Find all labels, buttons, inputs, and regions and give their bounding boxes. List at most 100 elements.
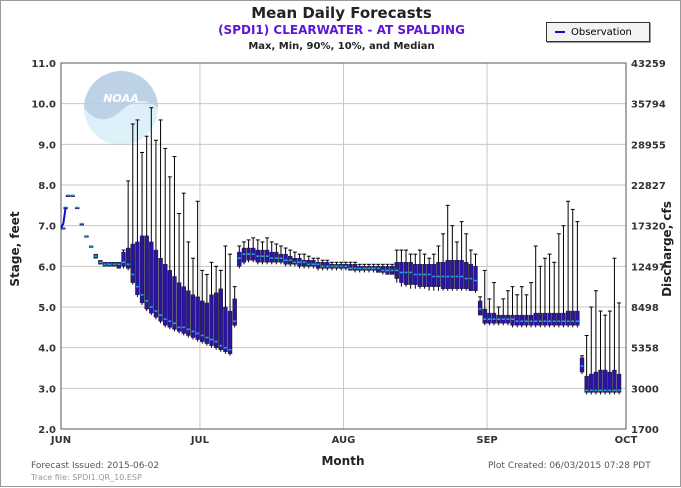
plot-area bbox=[60, 62, 627, 430]
box-p10-p90 bbox=[116, 262, 122, 269]
y-tick-label-right: 28955 bbox=[631, 140, 666, 151]
box-p10-p90 bbox=[130, 243, 135, 283]
forecast-day bbox=[561, 225, 566, 328]
box-p10-p90 bbox=[436, 262, 441, 287]
forecast-day bbox=[343, 261, 348, 271]
x-axis-label: Month bbox=[321, 454, 364, 468]
forecast-day bbox=[487, 298, 492, 326]
forecast-day bbox=[602, 314, 608, 395]
forecast-day bbox=[98, 260, 103, 265]
box-p10-p90 bbox=[477, 300, 483, 316]
y-axis-label-right: Discharge, cfs bbox=[660, 201, 674, 297]
forecast-day bbox=[408, 253, 413, 289]
forecast-day bbox=[501, 298, 506, 326]
forecast-day bbox=[528, 282, 534, 328]
y-tick-label-left: 4.0 bbox=[38, 344, 56, 355]
forecast-day bbox=[218, 269, 223, 352]
box-p10-p90 bbox=[514, 314, 520, 326]
forecast-day bbox=[445, 204, 450, 291]
box-p10-p90 bbox=[468, 264, 474, 291]
forecast-day bbox=[376, 263, 381, 273]
x-tick-label: JUN bbox=[50, 435, 71, 446]
forecast-day bbox=[575, 221, 580, 328]
box-p10-p90 bbox=[538, 312, 543, 326]
forecast-day bbox=[464, 233, 469, 291]
forecast-day bbox=[153, 139, 159, 320]
box-p10-p90 bbox=[167, 270, 173, 328]
box-p10-p90 bbox=[612, 369, 617, 393]
forecast-day bbox=[612, 257, 617, 395]
box-p10-p90 bbox=[607, 371, 612, 393]
forecast-day bbox=[510, 286, 515, 328]
forecast-day bbox=[607, 310, 612, 395]
forecast-day bbox=[496, 306, 501, 326]
forecast-day bbox=[570, 208, 575, 328]
forecast-day bbox=[320, 259, 325, 271]
box-p10-p90 bbox=[376, 266, 381, 273]
box-p10-p90 bbox=[440, 262, 446, 289]
forecast-day bbox=[79, 222, 85, 226]
box-p10-p90 bbox=[172, 276, 177, 330]
box-p10-p90 bbox=[125, 247, 131, 269]
box-p10-p90 bbox=[547, 312, 552, 326]
forecast-day bbox=[399, 249, 404, 287]
forecast-day bbox=[329, 261, 335, 271]
box-p10-p90 bbox=[542, 312, 548, 326]
box-p10-p90 bbox=[149, 241, 154, 314]
y-axis-label-left: Stage, feet bbox=[8, 211, 22, 286]
box-p10-p90 bbox=[292, 258, 298, 265]
box-p10-p90 bbox=[565, 310, 571, 326]
box-p10-p90 bbox=[213, 292, 219, 348]
forecast-day bbox=[102, 262, 108, 267]
box-p10-p90 bbox=[227, 310, 233, 354]
box-p10-p90 bbox=[403, 262, 409, 285]
forecast-day bbox=[144, 135, 149, 312]
forecast-day bbox=[121, 249, 126, 269]
box-p10-p90 bbox=[575, 310, 580, 326]
box-p10-p90 bbox=[380, 266, 386, 273]
forecast-day bbox=[315, 257, 321, 271]
forecast-day bbox=[436, 245, 441, 291]
box-p10-p90 bbox=[431, 264, 436, 287]
forecast-day bbox=[213, 265, 219, 350]
forecast-day bbox=[468, 249, 474, 291]
box-p10-p90 bbox=[204, 302, 210, 344]
legend-observation-label: Observation bbox=[571, 26, 632, 38]
x-tick-label: OCT bbox=[615, 435, 638, 446]
forecast-day bbox=[491, 282, 497, 326]
box-p10-p90 bbox=[311, 260, 316, 267]
forecast-day bbox=[427, 257, 432, 291]
box-p10-p90 bbox=[144, 235, 149, 310]
forecast-day bbox=[232, 286, 237, 328]
x-tick-label: SEP bbox=[476, 435, 497, 446]
forecast-day bbox=[297, 253, 302, 269]
box-p10-p90 bbox=[135, 241, 140, 295]
box-p10-p90 bbox=[602, 369, 608, 393]
forecast-day bbox=[505, 290, 511, 326]
forecast-day bbox=[237, 245, 242, 269]
y-tick-label-left: 11.0 bbox=[31, 59, 56, 70]
forecast-day bbox=[61, 226, 66, 230]
forecast-day bbox=[241, 241, 247, 265]
observation-line bbox=[60, 207, 67, 229]
forecast-day bbox=[598, 310, 603, 395]
box-p10-p90 bbox=[195, 296, 200, 340]
forecast-day bbox=[200, 269, 205, 344]
forecast-day bbox=[306, 255, 311, 269]
forecast-day bbox=[348, 261, 353, 271]
y-tick-label-left: 9.0 bbox=[38, 140, 56, 151]
box-p10-p90 bbox=[570, 310, 575, 326]
box-p10-p90 bbox=[454, 260, 460, 289]
noaa-logo: NOAA bbox=[84, 71, 158, 145]
chart-title: Mean Daily Forecasts bbox=[251, 4, 432, 22]
forecast-day bbox=[413, 253, 418, 289]
forecast-day bbox=[301, 253, 307, 269]
box-p10-p90 bbox=[528, 314, 534, 326]
box-p10-p90 bbox=[190, 294, 196, 338]
box-p10-p90 bbox=[306, 260, 311, 267]
legend-observation-swatch bbox=[555, 31, 565, 33]
forecast-day bbox=[524, 294, 529, 328]
y-tick-label-left: 3.0 bbox=[38, 384, 56, 395]
forecast-day bbox=[283, 247, 288, 267]
